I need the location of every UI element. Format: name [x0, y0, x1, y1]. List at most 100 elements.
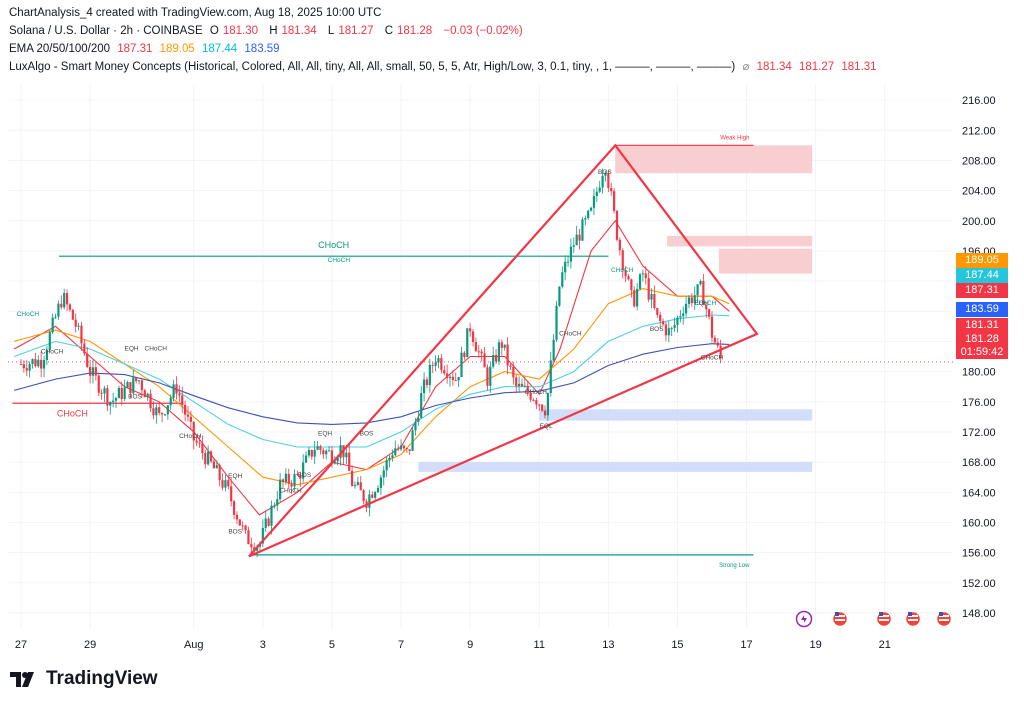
- candle-body: [451, 376, 454, 381]
- candle-body: [486, 367, 489, 386]
- x-tick-label: 15: [671, 639, 683, 651]
- candle-body: [607, 172, 610, 189]
- candle-body: [212, 461, 216, 469]
- candle-body: [112, 400, 115, 402]
- candle-body: [682, 313, 685, 317]
- candle-body: [581, 219, 584, 241]
- candle-body: [434, 362, 437, 366]
- candle-body: [443, 370, 446, 374]
- candle-body: [322, 450, 325, 455]
- candle-body: [684, 303, 688, 314]
- x-tick-label: Aug: [184, 639, 204, 651]
- smc-annotation: CHoCH: [17, 311, 40, 318]
- candle-body: [333, 461, 336, 464]
- candle-body: [169, 397, 172, 406]
- candle-body: [215, 465, 218, 469]
- candle-body: [618, 239, 621, 251]
- candle-body: [345, 452, 348, 458]
- lux-price-box: 181.31: [956, 318, 1008, 333]
- smc-annotation: BOS: [297, 472, 311, 479]
- y-tick-label: 164.00: [962, 487, 996, 499]
- candle-body: [313, 449, 316, 457]
- candle-body: [250, 544, 253, 548]
- candle-body: [261, 527, 264, 544]
- candle-body: [664, 324, 668, 336]
- candle-body: [454, 380, 457, 382]
- tradingview-logo[interactable]: TradingView: [10, 668, 158, 690]
- x-tick-label: 13: [602, 639, 614, 651]
- candle-body: [589, 207, 593, 211]
- candle-body: [492, 354, 495, 367]
- candle-body: [408, 449, 411, 451]
- candle-body: [63, 292, 66, 308]
- candle-body: [543, 410, 547, 416]
- candle-body: [601, 175, 604, 188]
- candle-body: [135, 377, 138, 382]
- tradingview-wordmark: TradingView: [46, 668, 158, 689]
- x-tick-label: 9: [467, 639, 473, 651]
- candle-body: [448, 376, 452, 379]
- candle-body: [382, 470, 385, 478]
- smc-annotation: BOS: [650, 326, 664, 333]
- price-chart[interactable]: Weak High Strong Low CHoCH CHoCH CHoCH CHoCH…: [0, 60, 1024, 660]
- candle-body: [224, 480, 227, 488]
- candle-body: [613, 191, 616, 211]
- candle-body: [661, 321, 665, 325]
- candle-body: [584, 218, 587, 220]
- candle-body: [437, 358, 440, 363]
- candle-body: [388, 457, 391, 461]
- candle-body: [483, 353, 486, 368]
- candle-body: [339, 445, 342, 458]
- candle-body: [699, 281, 702, 285]
- ema-label: EMA 20/50/100/200: [9, 43, 111, 55]
- candle-body: [22, 364, 25, 369]
- candle-body: [238, 519, 241, 526]
- smc-annotation: CHoCH: [525, 389, 548, 396]
- y-tick-label: 152.00: [962, 578, 996, 590]
- candle-body: [284, 473, 287, 482]
- smc-annotation: EQH: [228, 473, 242, 480]
- candle-body: [143, 390, 146, 398]
- candle-body: [633, 290, 636, 307]
- candle-body: [716, 342, 719, 346]
- candle-body: [500, 342, 503, 348]
- candle-body: [114, 398, 118, 401]
- candle-body: [77, 325, 80, 327]
- candle-body: [647, 278, 650, 300]
- candle-body: [417, 418, 420, 422]
- x-tick-label: 3: [260, 639, 266, 651]
- candle-body: [71, 309, 74, 320]
- candle-body: [279, 479, 282, 500]
- candle-body: [40, 359, 43, 369]
- candle-body: [19, 364, 23, 366]
- smc-annotation: CHoCH: [145, 345, 168, 352]
- candle-body: [650, 294, 653, 300]
- ema50-price-box: 189.05: [956, 253, 1008, 268]
- smc-annotation: EQH: [318, 431, 332, 438]
- candle-body: [296, 474, 299, 476]
- candle-body: [103, 388, 106, 394]
- candle-body: [106, 388, 109, 406]
- candle-body: [319, 446, 322, 451]
- y-tick-label: 156.00: [962, 548, 996, 560]
- smc-annotation: BOS: [360, 431, 374, 438]
- candle-body: [195, 440, 198, 443]
- candle-body: [457, 376, 460, 381]
- candle-body: [152, 408, 155, 416]
- candle-body: [68, 304, 72, 310]
- ema100-line: [13, 314, 730, 448]
- symmetrical-triangle: [248, 143, 759, 558]
- candle-body: [422, 379, 426, 394]
- smc-annotation: CHoCH: [611, 267, 634, 274]
- candle-body: [28, 364, 31, 371]
- candle-body: [158, 407, 161, 413]
- candle-body: [270, 505, 273, 526]
- candle-body: [561, 272, 564, 287]
- candle-body: [653, 294, 656, 309]
- candle-body: [379, 477, 382, 488]
- candle-body: [368, 494, 371, 508]
- candle-body: [304, 455, 308, 463]
- candle-body: [509, 365, 512, 367]
- candle-body: [538, 404, 541, 406]
- y-tick-label: 172.00: [962, 427, 996, 439]
